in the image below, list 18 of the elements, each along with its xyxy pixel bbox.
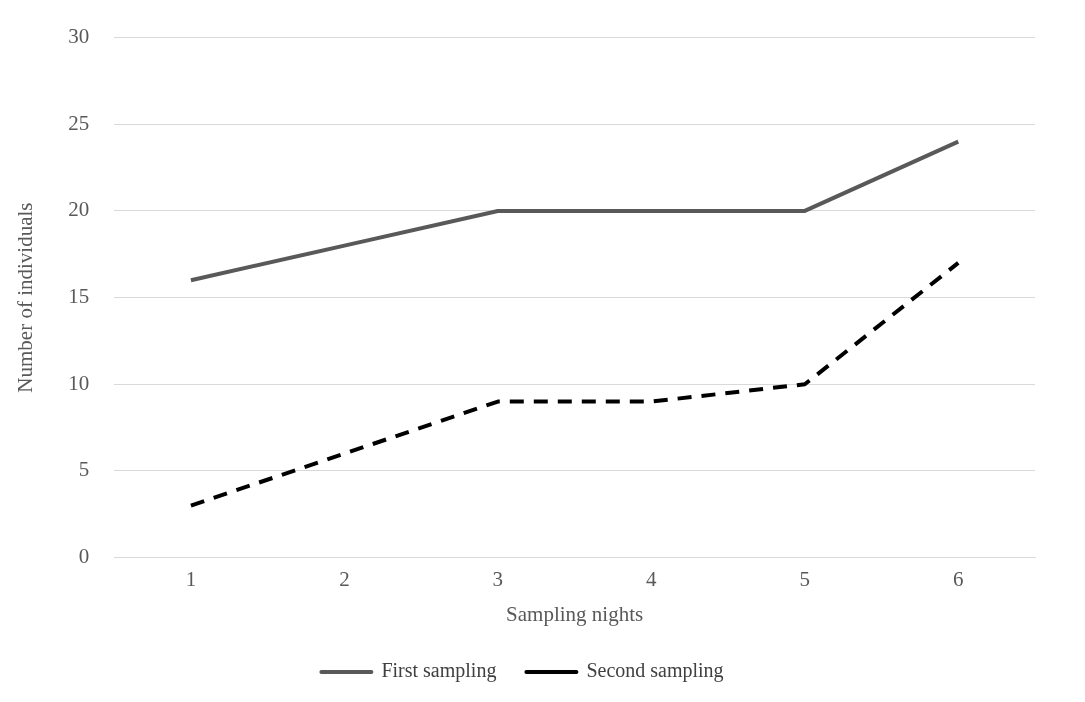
x-tick-label: 1 <box>185 566 197 591</box>
x-axis-title: Sampling nights <box>506 601 644 626</box>
y-tick-label: 20 <box>68 197 90 222</box>
y-tick-label: 25 <box>68 110 90 135</box>
x-tick-label: 3 <box>492 566 504 591</box>
y-tick-label: 0 <box>78 544 90 569</box>
x-tick-label: 5 <box>799 566 811 591</box>
y-tick-label: 15 <box>68 284 90 309</box>
x-tick-label: 4 <box>646 566 658 591</box>
y-axis-title: Number of individuals <box>13 202 38 393</box>
x-tick-label: 2 <box>339 566 350 591</box>
line-series <box>188 260 961 508</box>
x-tick-label: 6 <box>953 566 964 591</box>
y-tick-label: 5 <box>78 457 90 482</box>
legend-label: First sampling <box>381 659 497 683</box>
legend-label: Second sampling <box>586 659 724 683</box>
y-tick-label: 10 <box>68 370 90 395</box>
y-tick-label: 30 <box>68 24 90 49</box>
